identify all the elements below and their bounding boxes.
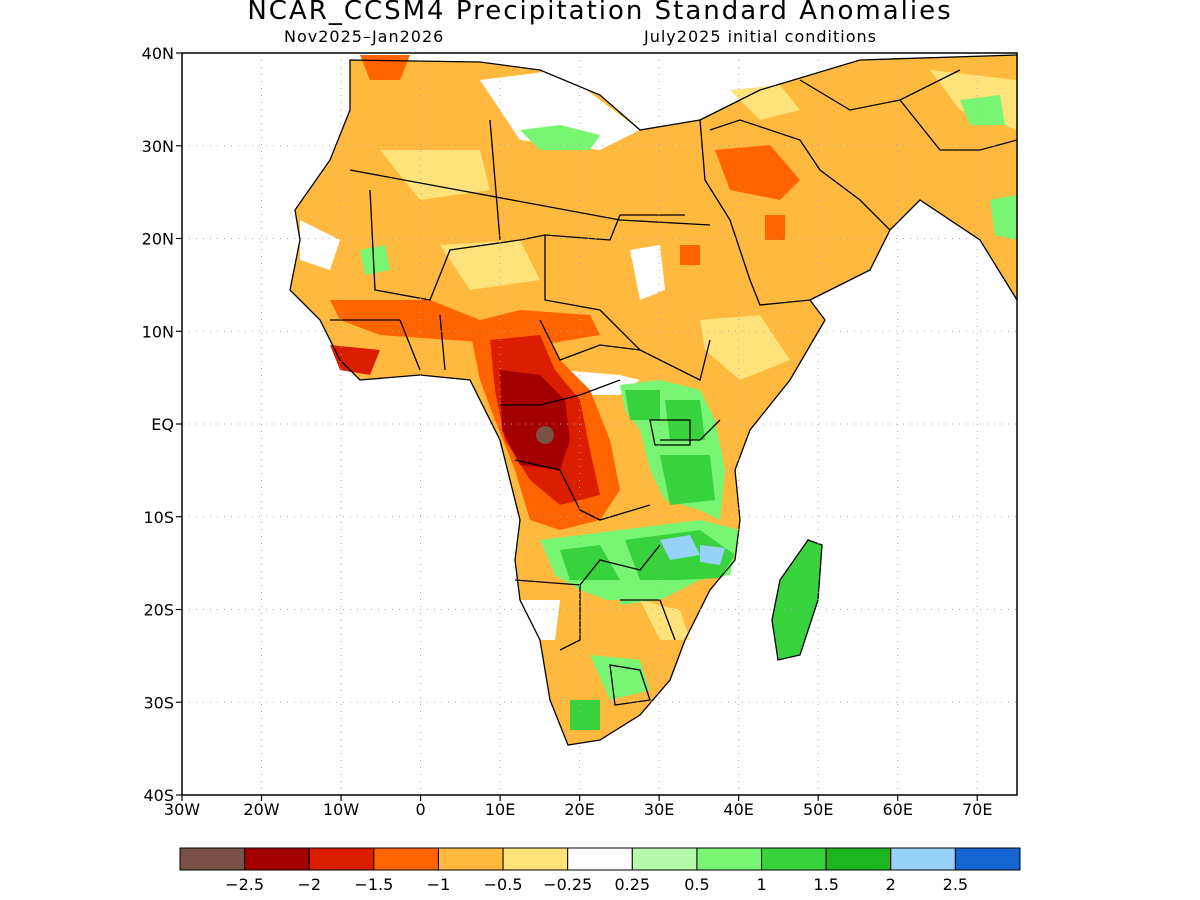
colorbar-label: −2 (297, 875, 321, 894)
lon-tick-label: 30W (164, 800, 200, 819)
lat-axis: 40N 30N 20N 10N EQ 10S 20S 30S 40S (142, 44, 182, 805)
colorbar-label: −0.5 (484, 875, 523, 894)
initial-conditions: July2025 initial conditions (644, 27, 877, 46)
colorbar-label: 2 (886, 875, 896, 894)
lon-tick-label: 60E (882, 800, 912, 819)
colorbar-swatch (437, 847, 504, 871)
colorbar-label: 1 (756, 875, 766, 894)
lon-axis: 30W 20W 10W 0 10E 20E 30E 40E 50E 60E 70E (164, 795, 992, 819)
colorbar-swatch (308, 847, 375, 871)
lat-tick-label: 30N (142, 137, 174, 156)
lon-tick-label: 20E (564, 800, 594, 819)
colorbar-label: 2.5 (943, 875, 968, 894)
colorbar-label: 0.25 (614, 875, 650, 894)
colorbar-swatch (890, 847, 956, 871)
lon-tick-label: 40E (723, 800, 753, 819)
lat-tick-label: EQ (151, 415, 174, 434)
grid-lines (182, 53, 1017, 795)
lat-tick-label: 20S (143, 601, 174, 620)
colorbar-swatch (502, 847, 569, 871)
lon-tick-label: 20W (243, 800, 279, 819)
lat-tick-label: 30S (143, 693, 174, 712)
colorbar: −2.5 −2 −1.5 −1 −0.5 −0.25 0.25 0.5 1 1.5 2 2.5 (179, 847, 1021, 894)
colorbar-label: −1 (427, 875, 451, 894)
colorbar-label: −1.5 (354, 875, 393, 894)
anomaly-shading (290, 55, 1017, 745)
dry-anomaly-arabia (715, 145, 800, 200)
lon-tick-label: 10E (485, 800, 515, 819)
lon-tick-label: 0 (415, 800, 425, 819)
colorbar-swatch (954, 847, 1021, 871)
colorbar-swatch (567, 847, 633, 871)
country-borders (289, 54, 1017, 746)
lat-tick-label: 40N (142, 44, 174, 63)
map-title: NCAR_CCSM4 Precipitation Standard Anomal… (247, 0, 953, 26)
colorbar-swatch (761, 847, 827, 871)
lat-tick-label: 10N (142, 322, 174, 341)
colorbar-label: −0.25 (543, 875, 592, 894)
colorbar-swatch (244, 847, 310, 871)
lat-tick-label: 20N (142, 230, 174, 249)
colorbar-label: 1.5 (813, 875, 838, 894)
colorbar-label: −2.5 (225, 875, 264, 894)
arabia-fill (700, 55, 1017, 305)
lon-tick-label: 50E (803, 800, 833, 819)
colorbar-swatch (696, 847, 763, 871)
colorbar-label: 0.5 (684, 875, 709, 894)
lon-tick-label: 30E (644, 800, 674, 819)
lon-tick-label: 70E (962, 800, 992, 819)
colorbar-swatch (825, 847, 892, 871)
lat-tick-label: 10S (143, 508, 174, 527)
colorbar-swatch (179, 847, 246, 871)
colorbar-swatch (373, 847, 439, 871)
colorbar-swatch (631, 847, 698, 871)
forecast-period: Nov2025–Jan2026 (284, 27, 445, 46)
lat-tick-label: 40S (143, 786, 174, 805)
lon-tick-label: 10W (323, 800, 359, 819)
madagascar-fill (772, 540, 822, 660)
